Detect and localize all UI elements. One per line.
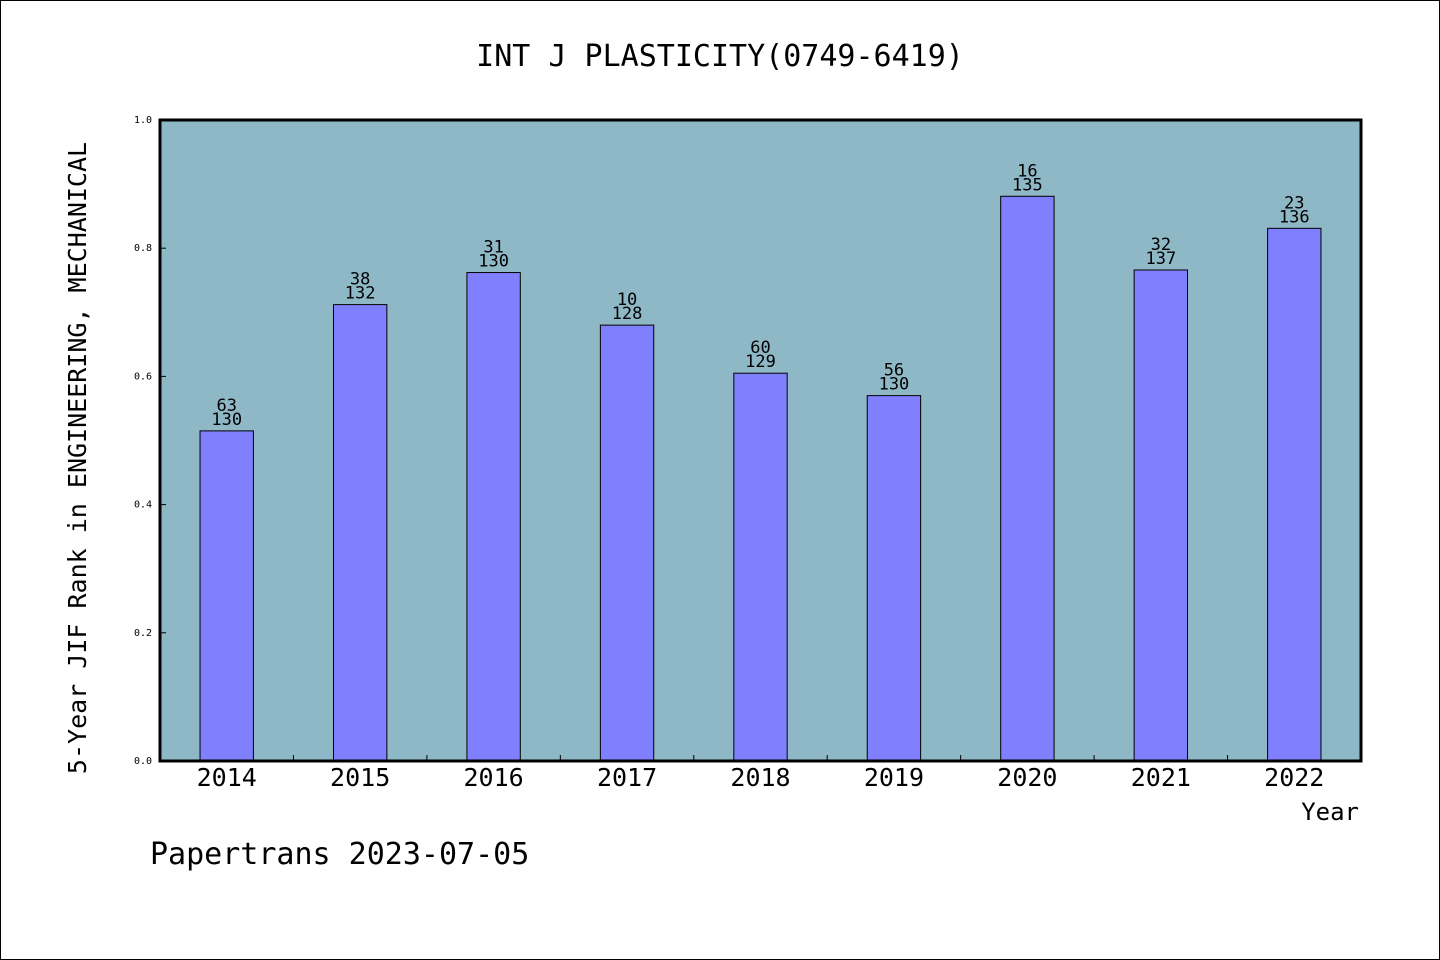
bar-2015 [332, 304, 388, 762]
bar-label-rank-2014: 63 [216, 396, 236, 416]
x-tick-label-2018: 2018 [730, 763, 790, 792]
bar-label-total-2014: 130 [211, 410, 242, 430]
plot-border [158, 118, 1363, 763]
x-tick-label-2014: 2014 [197, 763, 257, 792]
x-tick-label-2015: 2015 [330, 763, 390, 792]
x-tick-label-2016: 2016 [464, 763, 524, 792]
bar-label-total-2016: 130 [478, 252, 509, 272]
bar-label-total-2020: 135 [1012, 175, 1043, 195]
bar-label-rank-2018: 60 [750, 338, 770, 358]
bar-label-rank-2022: 23 [1284, 193, 1304, 213]
x-tick-label-2020: 2020 [997, 763, 1057, 792]
bar-label-total-2019: 130 [879, 375, 910, 395]
y-axis-label: 5-Year JIF Rank in ENGINEERING, MECHANIC… [63, 142, 92, 774]
footer-credit: Papertrans 2023-07-05 [150, 837, 529, 872]
bar-label-total-2022: 136 [1279, 207, 1310, 227]
bar-2021 [1133, 269, 1189, 762]
bar-label-rank-2016: 31 [483, 238, 503, 258]
x-tick-label-2017: 2017 [597, 763, 657, 792]
x-tick-label-2019: 2019 [864, 763, 924, 792]
y-tick-label-0.0: 0.0 [134, 756, 152, 767]
x-axis-ticks: 2014 2015 2016 2017 2018 2019 2020 2021 2022 [197, 755, 1324, 792]
bar-label-total-2015: 132 [345, 284, 376, 304]
bar-2018 [733, 372, 788, 762]
x-axis-label: Year [1301, 798, 1359, 826]
chart-title: INT J PLASTICITY(0749-6419) [476, 39, 964, 74]
bar-2020 [1000, 195, 1055, 762]
bar-2022 [1267, 227, 1322, 762]
x-tick-label-2022: 2022 [1264, 763, 1324, 792]
bar-label-rank-2017: 10 [617, 290, 637, 310]
bar-label-total-2018: 129 [745, 352, 776, 372]
bar-label-rank-2021: 32 [1151, 235, 1171, 255]
bar-2016 [466, 272, 521, 762]
bar-label-rank-2015: 38 [350, 270, 370, 290]
x-tick-label-2021: 2021 [1131, 763, 1191, 792]
bar-2014 [199, 430, 254, 762]
y-tick-label-0.8: 0.8 [134, 243, 152, 254]
bar-label-rank-2020: 16 [1017, 161, 1037, 181]
y-tick-label-1.0: 1.0 [134, 115, 152, 126]
bar-label-total-2017: 128 [612, 304, 643, 324]
bar-label-rank-2019: 56 [884, 361, 904, 381]
y-tick-label-0.4: 0.4 [134, 500, 152, 511]
bar-2017 [599, 324, 655, 762]
y-tick-label-0.2: 0.2 [134, 628, 152, 639]
bar-label-total-2021: 137 [1145, 249, 1176, 269]
y-tick-label-0.6: 0.6 [134, 371, 152, 382]
bar-2019 [866, 395, 922, 762]
